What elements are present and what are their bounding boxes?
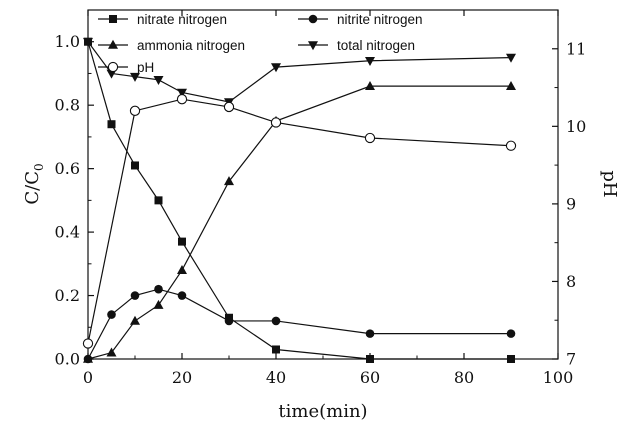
- data-point-ph: [505, 140, 517, 151]
- data-point-nitrite-nitrogen: [506, 329, 516, 338]
- data-point-ph: [129, 105, 141, 116]
- data-point-total-nitrogen: [130, 72, 140, 82]
- series-line-nitrate-nitrogen: [87, 41, 511, 360]
- legend-label-ammonia-nitrogen: ammonia nitrogen: [137, 38, 245, 53]
- data-point-total-nitrogen: [153, 76, 164, 85]
- y-left-tick-label: 0.6: [55, 159, 80, 178]
- series-line-nitrite-nitrogen: [87, 288, 511, 360]
- x-tick-label: 100: [543, 368, 574, 387]
- legend-marker-ammonia-nitrogen: [108, 39, 118, 49]
- data-point-ammonia-nitrogen: [153, 299, 164, 309]
- y-left-tick-label: 1.0: [55, 32, 80, 51]
- series-line-ammonia-nitrogen: [87, 85, 511, 360]
- series-ammonia-nitrogen: [83, 80, 516, 363]
- data-point-total-nitrogen: [506, 53, 516, 63]
- data-point-nitrite-nitrogen: [107, 310, 116, 319]
- data-point-nitrite-nitrogen: [224, 316, 234, 326]
- y-left-tick-label: 0.4: [55, 223, 80, 242]
- legend-item-ammonia-nitrogen: ammonia nitrogen: [98, 38, 245, 53]
- y-left-tick-label: 0.0: [55, 350, 80, 369]
- legend-marker-nitrate-nitrogen: [109, 15, 117, 23]
- data-point-ph: [223, 101, 235, 113]
- data-point-ph: [176, 94, 188, 105]
- data-point-total-nitrogen: [177, 88, 187, 98]
- data-point-nitrate-nitrogen: [107, 120, 116, 129]
- legend-item-total-nitrogen: total nitrogen: [298, 38, 415, 53]
- data-point-nitrite-nitrogen: [177, 291, 187, 300]
- data-point-ammonia-nitrogen: [130, 315, 140, 325]
- axes: 0 20 40 60 80 100 0.0 0.2 0.4 0.6 0.8 1.0 7 8 9 10 11: [55, 9, 586, 387]
- data-point-ph: [364, 132, 376, 144]
- y-left-axis-title-main: C/C: [22, 171, 43, 205]
- y-right-tick-label: 11: [566, 39, 586, 58]
- data-point-ammonia-nitrogen: [506, 80, 516, 90]
- legend-label-total-nitrogen: total nitrogen: [337, 38, 415, 53]
- legend-marker-ph: [107, 61, 119, 73]
- data-point-total-nitrogen: [365, 56, 375, 66]
- data-point-ammonia-nitrogen: [224, 176, 234, 186]
- x-tick-label: 80: [454, 368, 474, 387]
- y-right-tick-label: 10: [566, 117, 586, 136]
- legend-item-nitrate-nitrogen: nitrate nitrogen: [98, 12, 227, 27]
- legend-item-nitrite-nitrogen: nitrite nitrogen: [298, 12, 423, 27]
- data-point-nitrate-nitrogen: [272, 345, 280, 354]
- data-point-ammonia-nitrogen: [106, 347, 117, 357]
- data-point-total-nitrogen: [271, 63, 281, 73]
- data-point-total-nitrogen: [83, 37, 93, 47]
- data-point-nitrite-nitrogen: [271, 316, 281, 326]
- legend-marker-nitrite-nitrogen: [308, 14, 318, 24]
- x-tick-label: 0: [83, 368, 93, 387]
- legend-label-nitrate-nitrogen: nitrate nitrogen: [137, 12, 227, 27]
- legend-marker-total-nitrogen: [308, 41, 318, 51]
- x-tick-label: 60: [360, 368, 380, 387]
- y-left-axis-title-subscript: 0: [32, 163, 46, 171]
- y-left-axis-title: C/C0: [22, 163, 46, 204]
- y-right-tick-label: 7: [566, 350, 576, 369]
- data-point-nitrate-nitrogen: [507, 355, 515, 363]
- y-left-tick-label: 0.2: [55, 286, 80, 305]
- y-right-axis-title: pH: [599, 170, 620, 197]
- x-axis-title: time(min): [278, 401, 367, 422]
- data-point-nitrate-nitrogen: [131, 161, 139, 170]
- legend-label-nitrite-nitrogen: nitrite nitrogen: [337, 12, 423, 27]
- legend-item-ph: pH: [98, 60, 154, 75]
- data-point-nitrate-nitrogen: [154, 196, 163, 205]
- data-point-nitrate-nitrogen: [178, 237, 186, 246]
- data-point-ammonia-nitrogen: [83, 353, 93, 363]
- legend-label-ph: pH: [137, 60, 154, 75]
- data-point-nitrite-nitrogen: [130, 291, 140, 300]
- data-point-ammonia-nitrogen: [177, 264, 187, 274]
- y-right-tick-label: 9: [566, 194, 576, 213]
- data-point-nitrite-nitrogen: [154, 284, 163, 294]
- data-point-ammonia-nitrogen: [365, 80, 375, 90]
- data-point-ph: [82, 338, 94, 349]
- data-point-nitrite-nitrogen: [365, 329, 375, 338]
- data-point-ph: [270, 117, 282, 128]
- legend: nitrate nitrogen nitrite nitrogen ammonia …: [98, 12, 423, 75]
- x-tick-label: 40: [266, 368, 286, 387]
- y-left-tick-label: 0.8: [55, 96, 80, 115]
- series-group: [82, 37, 517, 364]
- series-total-nitrogen: [83, 37, 516, 108]
- y-right-tick-label: 8: [566, 272, 576, 291]
- series-line-ph: [87, 98, 512, 344]
- data-point-nitrate-nitrogen: [366, 355, 374, 363]
- x-tick-label: 20: [172, 368, 192, 387]
- series-ph: [82, 94, 517, 349]
